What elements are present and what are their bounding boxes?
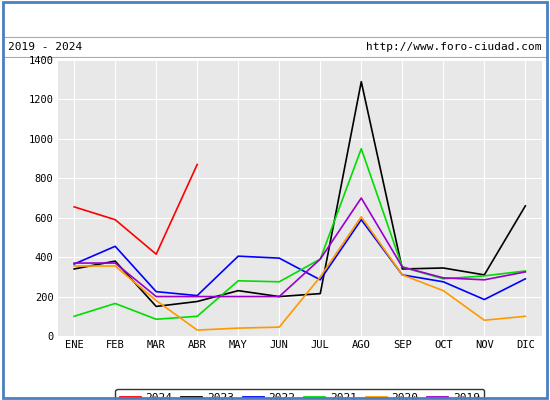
Text: http://www.foro-ciudad.com: http://www.foro-ciudad.com — [366, 42, 542, 52]
Text: 2019 - 2024: 2019 - 2024 — [8, 42, 82, 52]
Legend: 2024, 2023, 2022, 2021, 2020, 2019: 2024, 2023, 2022, 2021, 2020, 2019 — [116, 389, 484, 400]
Text: Evolucion Nº Turistas Nacionales en el municipio de Cogollos de Guadix: Evolucion Nº Turistas Nacionales en el m… — [36, 12, 514, 24]
